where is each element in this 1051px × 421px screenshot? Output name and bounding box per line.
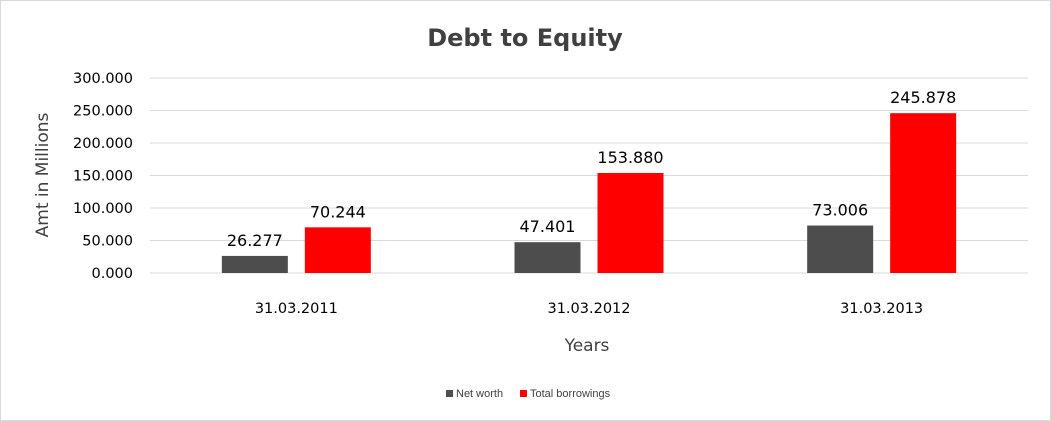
y-axis-title: Amt in Millions xyxy=(33,112,53,237)
y-axis-tick-labels: 0.000 50.000 100.000 150.000 200.000 250.000 3… xyxy=(73,71,133,282)
legend-label-net-worth: Net worth xyxy=(456,388,503,400)
x-tick-label: 31.03.2013 xyxy=(840,301,923,317)
y-tick-label: 50.000 xyxy=(82,234,133,250)
data-label-total-borrowings-2: 153.880 xyxy=(597,148,663,167)
x-axis-tick-labels: 31.03.2011 31.03.2012 31.03.2013 xyxy=(255,301,923,317)
legend-swatch-total-borrowings xyxy=(520,390,527,397)
y-tick-label: 150.000 xyxy=(73,169,133,185)
bar-total-borrowings-3 xyxy=(890,113,957,274)
bar-total-borrowings-1 xyxy=(304,227,371,273)
data-label-total-borrowings-3: 245.878 xyxy=(890,88,956,107)
y-tick-label: 200.000 xyxy=(73,136,133,152)
legend-label-total-borrowings: Total borrowings xyxy=(530,388,611,400)
y-tick-label: 0.000 xyxy=(91,266,133,282)
bar-net-worth-1 xyxy=(221,255,288,273)
x-tick-label: 31.03.2012 xyxy=(547,301,630,317)
y-tick-label: 250.000 xyxy=(73,104,133,120)
x-axis-title: Years xyxy=(564,336,610,356)
chart-title: Debt to Equity xyxy=(427,24,623,52)
legend-swatch-net-worth xyxy=(446,390,453,397)
data-label-net-worth-1: 26.277 xyxy=(227,231,283,250)
bar-net-worth-3 xyxy=(807,225,874,273)
data-label-net-worth-3: 73.006 xyxy=(812,201,868,220)
bar-total-borrowings-2 xyxy=(597,172,664,273)
data-label-total-borrowings-1: 70.244 xyxy=(310,202,366,221)
legend: Net worth Total borrowings xyxy=(446,388,611,400)
data-labels: 26.277 70.244 47.401 153.880 73.006 245.878 xyxy=(227,88,956,250)
gridlines xyxy=(150,77,1028,274)
bar-net-worth-2 xyxy=(514,242,581,273)
x-tick-label: 31.03.2011 xyxy=(255,301,338,317)
data-label-net-worth-2: 47.401 xyxy=(520,217,576,236)
y-tick-label: 300.000 xyxy=(73,71,133,87)
bars xyxy=(221,113,957,274)
y-tick-label: 100.000 xyxy=(73,201,133,217)
